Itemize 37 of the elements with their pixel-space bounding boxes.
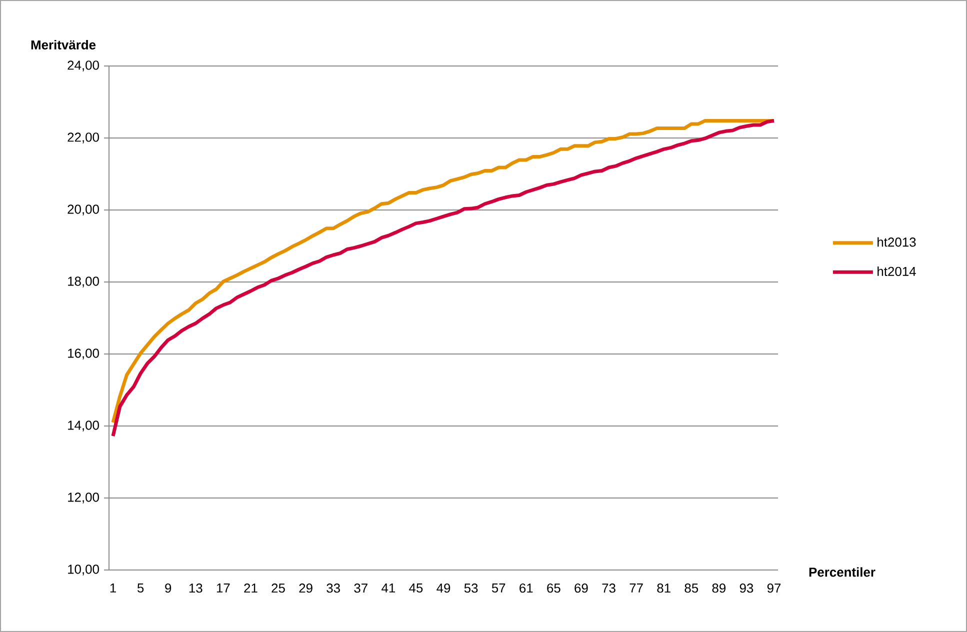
- y-tick-label: 18,00: [68, 276, 99, 288]
- x-tick-label: 13: [189, 584, 202, 593]
- x-tick-label: 21: [244, 584, 258, 593]
- x-tick-label: 45: [409, 584, 423, 593]
- y-tick-label: 10,00: [68, 564, 99, 576]
- x-tick-label: 5: [137, 584, 144, 593]
- x-tick-label: 93: [740, 584, 754, 593]
- x-tick-label: 89: [712, 584, 726, 593]
- y-tick-label: 20,00: [68, 204, 99, 216]
- x-tick-label: 85: [684, 584, 698, 593]
- x-tick-label: 25: [272, 584, 285, 593]
- x-tick-label: 57: [492, 584, 506, 593]
- x-axis-title: Percentiler: [809, 567, 876, 577]
- x-tick-label: 9: [165, 584, 172, 593]
- x-tick-label: 97: [767, 584, 781, 593]
- legend-label: ht2014: [878, 266, 916, 276]
- y-tick-label: 16,00: [68, 348, 99, 360]
- y-tick-label: 12,00: [68, 492, 99, 504]
- x-tick-label: 61: [520, 584, 533, 593]
- x-tick-label: 65: [547, 584, 560, 593]
- x-tick-label: 33: [326, 584, 340, 593]
- x-tick-label: 1: [110, 584, 116, 592]
- y-tick-label: 22,00: [68, 132, 99, 144]
- x-tick-label: 69: [574, 584, 588, 593]
- x-tick-label: 29: [299, 584, 312, 593]
- y-tick-label: 14,00: [68, 420, 99, 432]
- x-tick-label: 49: [436, 584, 450, 593]
- y-axis-title: Meritvärde: [31, 40, 96, 50]
- x-tick-label: 53: [464, 584, 478, 593]
- x-tick-label: 81: [657, 584, 670, 593]
- legend-label: ht2013: [878, 237, 916, 247]
- y-tick-label: 24,00: [68, 60, 99, 72]
- x-tick-label: 73: [602, 584, 616, 593]
- x-tick-label: 17: [216, 584, 230, 592]
- x-tick-label: 77: [630, 584, 643, 592]
- x-tick-label: 37: [354, 584, 368, 593]
- x-tick-label: 41: [382, 584, 395, 592]
